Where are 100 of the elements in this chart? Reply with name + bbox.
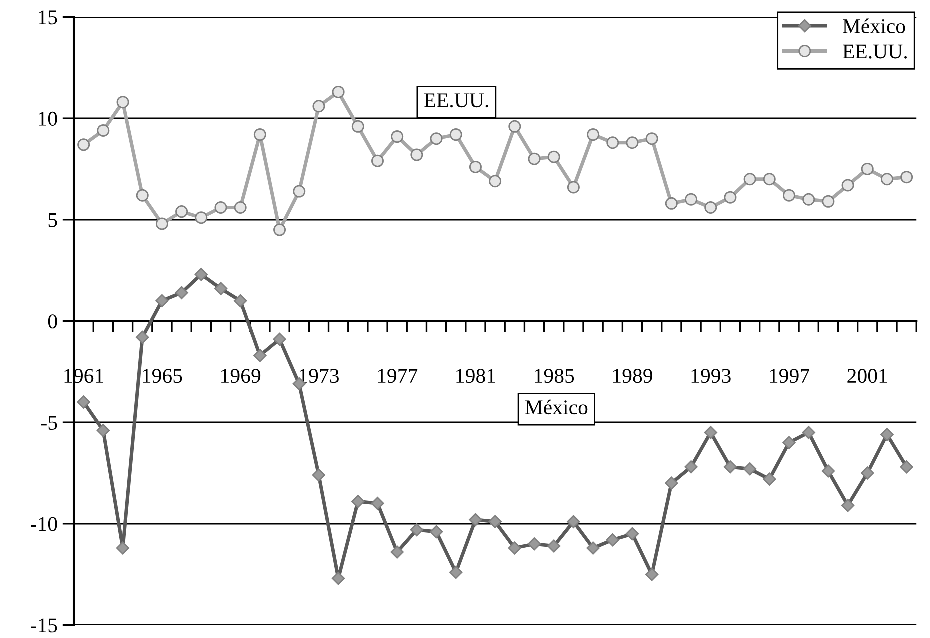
point: [861, 466, 874, 480]
point: [587, 128, 600, 142]
point: [802, 193, 816, 206]
legend-label: EE.UU.: [843, 44, 907, 59]
point: [372, 154, 384, 168]
point: [704, 426, 718, 440]
point: [704, 201, 718, 214]
point: [822, 195, 835, 208]
point: [469, 160, 482, 174]
point: [371, 497, 384, 510]
x-tick-label: 2001: [848, 369, 888, 384]
point: [802, 426, 816, 440]
point: [390, 546, 404, 559]
point: [508, 120, 522, 133]
y-tick-label: 15: [39, 10, 58, 25]
point: [352, 495, 365, 508]
point: [606, 534, 620, 547]
point: [97, 124, 110, 137]
point: [352, 120, 364, 133]
point: [254, 128, 266, 142]
point: [665, 197, 678, 210]
point: [763, 472, 776, 486]
point: [880, 428, 894, 442]
point: [293, 185, 306, 198]
point: [410, 148, 424, 162]
point: [78, 138, 90, 152]
y-tick-label: -5: [41, 416, 58, 430]
point: [782, 189, 796, 202]
point: [744, 173, 756, 186]
point: [332, 86, 345, 98]
y-tick-label: 10: [39, 112, 58, 126]
point: [665, 476, 678, 490]
point: [391, 130, 404, 144]
point: [861, 162, 874, 176]
point: [489, 175, 502, 188]
point: [606, 136, 620, 150]
point: [274, 224, 286, 236]
point: [234, 294, 248, 308]
point: [528, 152, 541, 166]
x-tick-label: 1977: [378, 369, 418, 384]
point: [156, 294, 169, 308]
point: [763, 173, 776, 186]
point: [273, 332, 286, 346]
x-tick-label: 1993: [692, 369, 731, 384]
point: [646, 132, 658, 146]
point: [430, 525, 444, 539]
point: [842, 179, 854, 192]
x-tick-label: 1981: [456, 369, 496, 384]
point: [156, 218, 168, 230]
point: [567, 515, 580, 528]
point: [410, 523, 424, 537]
point: [332, 572, 346, 586]
point: [685, 193, 698, 206]
point: [77, 396, 90, 409]
point: [684, 460, 698, 474]
point: [548, 540, 561, 553]
point: [626, 527, 640, 541]
point: [214, 282, 228, 296]
point: [626, 136, 639, 150]
y-tick-label: 0: [48, 314, 58, 329]
legend-label: México: [843, 18, 906, 34]
point: [900, 460, 914, 474]
point: [822, 464, 836, 478]
point: [116, 96, 130, 109]
y-tick-label: -10: [31, 517, 58, 532]
point: [430, 132, 443, 146]
point: [136, 189, 149, 202]
point: [176, 206, 188, 218]
point: [841, 499, 855, 512]
point: [195, 212, 208, 224]
point: [724, 460, 738, 474]
point: [214, 201, 228, 214]
point: [116, 542, 130, 555]
annotation: México: [525, 400, 588, 415]
annotation: EE.UU.: [424, 94, 488, 108]
point: [528, 538, 542, 551]
point: [136, 330, 150, 344]
point: [469, 513, 482, 526]
point: [645, 568, 659, 582]
point: [743, 462, 757, 476]
x-tick-label: 1985: [535, 369, 574, 384]
point: [488, 515, 502, 528]
point: [880, 173, 894, 186]
point: [548, 150, 560, 164]
point: [254, 349, 267, 362]
x-tick-label: 1969: [222, 369, 261, 384]
point: [450, 128, 462, 142]
x-tick-label: 1965: [143, 369, 182, 384]
point: [312, 100, 326, 113]
point: [567, 181, 580, 194]
point: [96, 424, 110, 438]
point: [194, 268, 208, 282]
x-tick-label: 1989: [613, 369, 652, 384]
point: [450, 566, 463, 580]
point: [586, 542, 600, 555]
x-tick-label: 1973: [300, 369, 339, 384]
point: [782, 436, 796, 450]
point: [234, 201, 247, 214]
point: [175, 286, 188, 300]
y-tick-label: 5: [48, 213, 58, 228]
